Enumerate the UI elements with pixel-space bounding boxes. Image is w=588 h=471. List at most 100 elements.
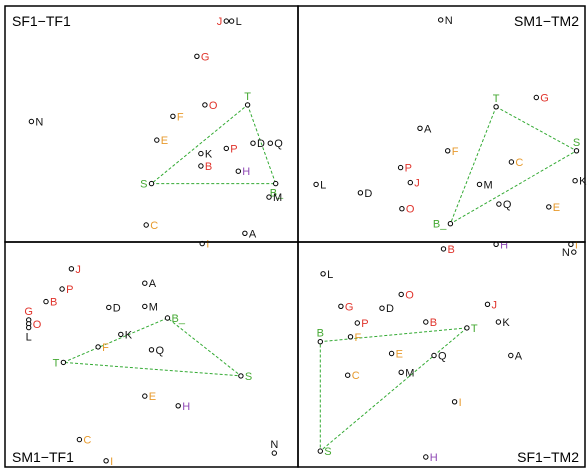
point-label: A [249,228,257,240]
point-F: F [95,342,109,354]
point-marker [118,331,124,338]
point-marker [142,280,148,286]
point-label: I [110,456,113,468]
point-marker [28,118,35,125]
point-marker [164,315,171,321]
point-J: J [407,178,420,190]
panel-4: N L O G D J P B K T F B E Q A M C I S H SF1−TM2 [297,241,586,468]
point-label: S [140,179,147,191]
point-label: C [150,220,158,232]
point-label: P [230,143,237,155]
point-label: T [53,357,60,369]
point-M: M [476,179,493,191]
point-P: P [223,143,238,155]
point-G: G [194,51,209,63]
point-label: O [405,289,414,301]
point-label: K [125,329,133,341]
point-label: C [515,157,523,169]
point-C: C [345,370,360,382]
point-E: E [388,349,403,361]
point-B_: B_ [433,219,454,231]
point-marker [399,206,405,212]
point-marker [244,102,251,108]
panel-title: SF1−TM2 [517,449,579,465]
triangle-outline [63,317,243,377]
point-B_: B_ [164,313,186,325]
point-marker [59,286,65,292]
panel-title: SM1−TF1 [12,449,74,465]
point-marker [26,324,32,331]
point-marker [445,148,451,154]
point-O: O [399,204,415,216]
triangle-outline [150,104,277,185]
point-label: O [33,319,42,331]
point-label: D [113,302,121,314]
point-A: A [417,123,432,135]
point-label: A [515,351,523,363]
point-marker [423,454,429,460]
point-T: T [493,93,500,110]
point-marker [493,104,499,110]
point-A: A [242,228,257,240]
point-marker [142,303,148,310]
point-marker [154,137,160,143]
point-marker [508,352,514,359]
point-label: I [206,239,209,251]
point-marker [464,325,470,331]
point-N: N [438,15,453,27]
point-label: F [102,342,109,354]
point-marker [357,190,364,196]
point-label: S [324,446,331,458]
point-G: G [533,93,549,105]
point-marker [388,350,395,357]
point-marker [238,373,244,379]
point-E: E [142,391,156,403]
point-label: P [66,284,73,296]
point-marker [143,222,149,228]
point-label: T [471,323,478,335]
point-marker [267,140,273,146]
point-label: O [209,100,218,112]
point-marker [438,17,444,23]
point-S: S [238,371,252,383]
point-label: I [575,239,578,251]
point-label: L [26,332,32,344]
point-marker [170,113,176,120]
point-label: L [327,269,333,281]
panel-title: SF1−TF1 [12,13,71,29]
point-P: P [397,163,412,175]
point-label: J [217,16,223,28]
point-N: N [270,439,278,456]
point-marker [103,458,109,464]
point-marker [142,393,148,399]
point-label: Q [503,199,512,211]
point-label: E [149,391,156,403]
point-marker [345,372,351,378]
point-label: F [355,332,362,344]
point-label: E [553,202,560,214]
point-label: Q [438,351,447,363]
point-N: N [562,247,577,259]
point-S: S [140,179,155,191]
point-marker [572,178,578,184]
point-label: Q [156,345,165,357]
point-marker [533,94,539,101]
point-marker [95,344,101,350]
point-M: M [398,367,414,379]
triangle-outline [319,327,469,453]
point-label: M [484,179,493,191]
point-J: J [484,299,497,311]
panel-frame [297,241,586,468]
point-I: I [451,397,462,409]
point-label: B [205,161,212,173]
point-B: B [440,244,455,256]
point-label: K [579,176,587,188]
point-marker [398,291,404,298]
point-B: B [198,161,212,173]
point-label: D [364,188,372,200]
point-marker [496,201,502,207]
point-marker [354,320,360,326]
panel-title: SM1−TM2 [514,13,579,29]
point-Q: Q [148,345,165,357]
